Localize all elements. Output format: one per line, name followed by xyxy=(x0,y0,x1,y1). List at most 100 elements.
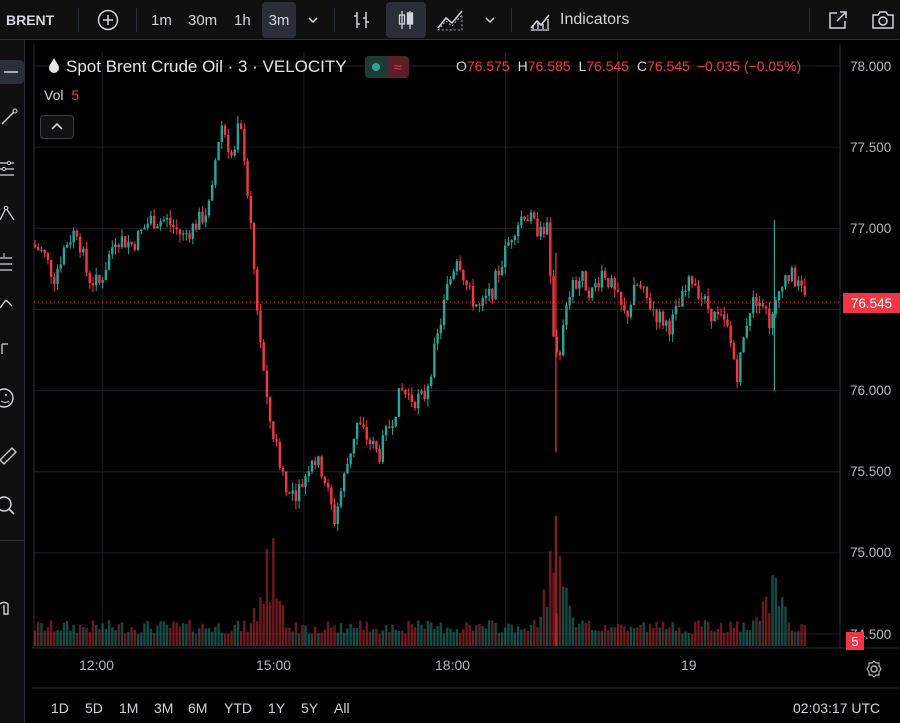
bar-chart-type-icon[interactable] xyxy=(350,0,374,40)
candle-body xyxy=(330,487,333,505)
ruler-measure-icon[interactable] xyxy=(0,444,24,468)
candle-body xyxy=(172,224,175,228)
volume-bar xyxy=(317,632,320,646)
candle-body xyxy=(227,134,230,152)
chart-pane xyxy=(32,44,900,648)
price-axis-label: 77.000 xyxy=(850,221,892,236)
volume-bar xyxy=(558,556,562,646)
market-open-dot-icon xyxy=(364,56,387,78)
area-chart-type-icon[interactable] xyxy=(436,0,466,40)
forecasting-tool-icon[interactable] xyxy=(0,250,24,274)
volume-bar xyxy=(494,622,497,646)
candle-body xyxy=(619,291,623,305)
volume-bar xyxy=(259,597,262,646)
range-ytd[interactable]: YTD xyxy=(224,700,252,716)
interval-dropdown-chevron-icon[interactable] xyxy=(306,0,320,40)
candle-body xyxy=(352,438,356,454)
candle-body xyxy=(120,236,124,248)
candle-body xyxy=(185,233,188,235)
candle-body xyxy=(297,484,301,502)
range-3m[interactable]: 3M xyxy=(154,700,174,716)
chart-settings-gear-icon[interactable] xyxy=(864,659,884,684)
volume-bar xyxy=(252,607,256,646)
range-1m[interactable]: 1M xyxy=(119,700,139,716)
range-5y[interactable]: 5Y xyxy=(301,700,319,716)
volume-bar xyxy=(520,629,523,646)
candle-body xyxy=(800,280,803,286)
candle-body xyxy=(249,195,252,223)
candle-body xyxy=(449,279,452,285)
chart-type-dropdown-chevron-icon[interactable] xyxy=(483,0,497,40)
symbol-search[interactable]: BRENT xyxy=(6,12,55,28)
volume-bar xyxy=(397,630,401,646)
fib-retracement-tool-icon[interactable] xyxy=(0,158,24,182)
brush-tool-icon[interactable] xyxy=(0,292,24,316)
candle-body xyxy=(365,427,368,440)
candle-body xyxy=(745,325,749,338)
candle-body xyxy=(265,370,269,398)
volume-bar xyxy=(207,628,211,646)
range-1y[interactable]: 1Y xyxy=(268,700,286,716)
magnet-mode-icon[interactable] xyxy=(0,596,24,620)
crosshair-tool-icon[interactable] xyxy=(0,60,24,84)
range-5d[interactable]: 5D xyxy=(85,700,103,716)
time-axis-label: 18:00 xyxy=(435,657,471,673)
range-6m[interactable]: 6M xyxy=(188,700,208,716)
compare-add-icon[interactable] xyxy=(96,0,120,40)
indicators-icon[interactable] xyxy=(528,0,552,40)
emoji-tool-icon[interactable] xyxy=(0,386,24,410)
volume-bar xyxy=(243,620,246,646)
range-all[interactable]: All xyxy=(334,700,350,716)
volume-bar xyxy=(33,630,37,646)
camera-snapshot-icon[interactable] xyxy=(870,0,896,40)
candle-body xyxy=(639,285,642,288)
indicators-button[interactable]: Indicators xyxy=(560,11,630,28)
candle-body xyxy=(742,337,745,353)
candle-body xyxy=(787,275,790,282)
candles-chart-type-icon[interactable] xyxy=(386,2,426,38)
market-status-badge[interactable]: ≈ xyxy=(364,56,409,78)
candle-body xyxy=(413,401,417,409)
volume-bar xyxy=(230,630,233,646)
candle-body xyxy=(478,304,481,306)
volume-bar xyxy=(668,627,671,646)
volume-bar xyxy=(423,628,426,646)
candle-body xyxy=(752,296,755,314)
trend-line-tool-icon[interactable] xyxy=(0,104,24,128)
volume-bar xyxy=(146,620,149,646)
range-1d[interactable]: 1D xyxy=(51,700,69,716)
interval-1m[interactable]: 1m xyxy=(151,11,172,29)
volume-bar xyxy=(436,626,439,646)
volume-bar xyxy=(91,620,95,646)
candle-body xyxy=(574,280,578,289)
zoom-in-icon[interactable] xyxy=(0,494,24,518)
volume-bar xyxy=(159,621,162,646)
volume-bar xyxy=(726,631,729,646)
text-tool-icon[interactable] xyxy=(0,338,24,362)
volume-bar xyxy=(223,633,227,646)
utc-clock[interactable]: 02:03:17 UTC xyxy=(793,700,881,716)
candle-body xyxy=(69,242,72,245)
open-in-new-window-icon[interactable] xyxy=(826,0,850,40)
interval-1h[interactable]: 1h xyxy=(234,11,251,29)
candle-body xyxy=(584,271,587,291)
volume-bar xyxy=(455,629,459,646)
delayed-data-icon: ≈ xyxy=(386,56,409,78)
divider xyxy=(809,8,810,32)
volume-bar xyxy=(594,630,597,646)
volume-bar xyxy=(658,627,662,646)
price-axis-label: 75.500 xyxy=(850,464,892,479)
volume-bar xyxy=(407,620,410,646)
patterns-tool-icon[interactable] xyxy=(0,202,24,226)
candle-body xyxy=(442,299,446,325)
volume-bar xyxy=(700,626,703,646)
divider xyxy=(136,8,137,32)
interval-3m[interactable]: 3m xyxy=(262,2,296,38)
volume-bar xyxy=(458,633,462,646)
collapse-legend-button[interactable] xyxy=(40,115,74,139)
volume-bar xyxy=(98,628,101,646)
candle-body xyxy=(178,229,182,235)
interval-30m[interactable]: 30m xyxy=(188,11,218,29)
candle-body xyxy=(169,217,172,225)
